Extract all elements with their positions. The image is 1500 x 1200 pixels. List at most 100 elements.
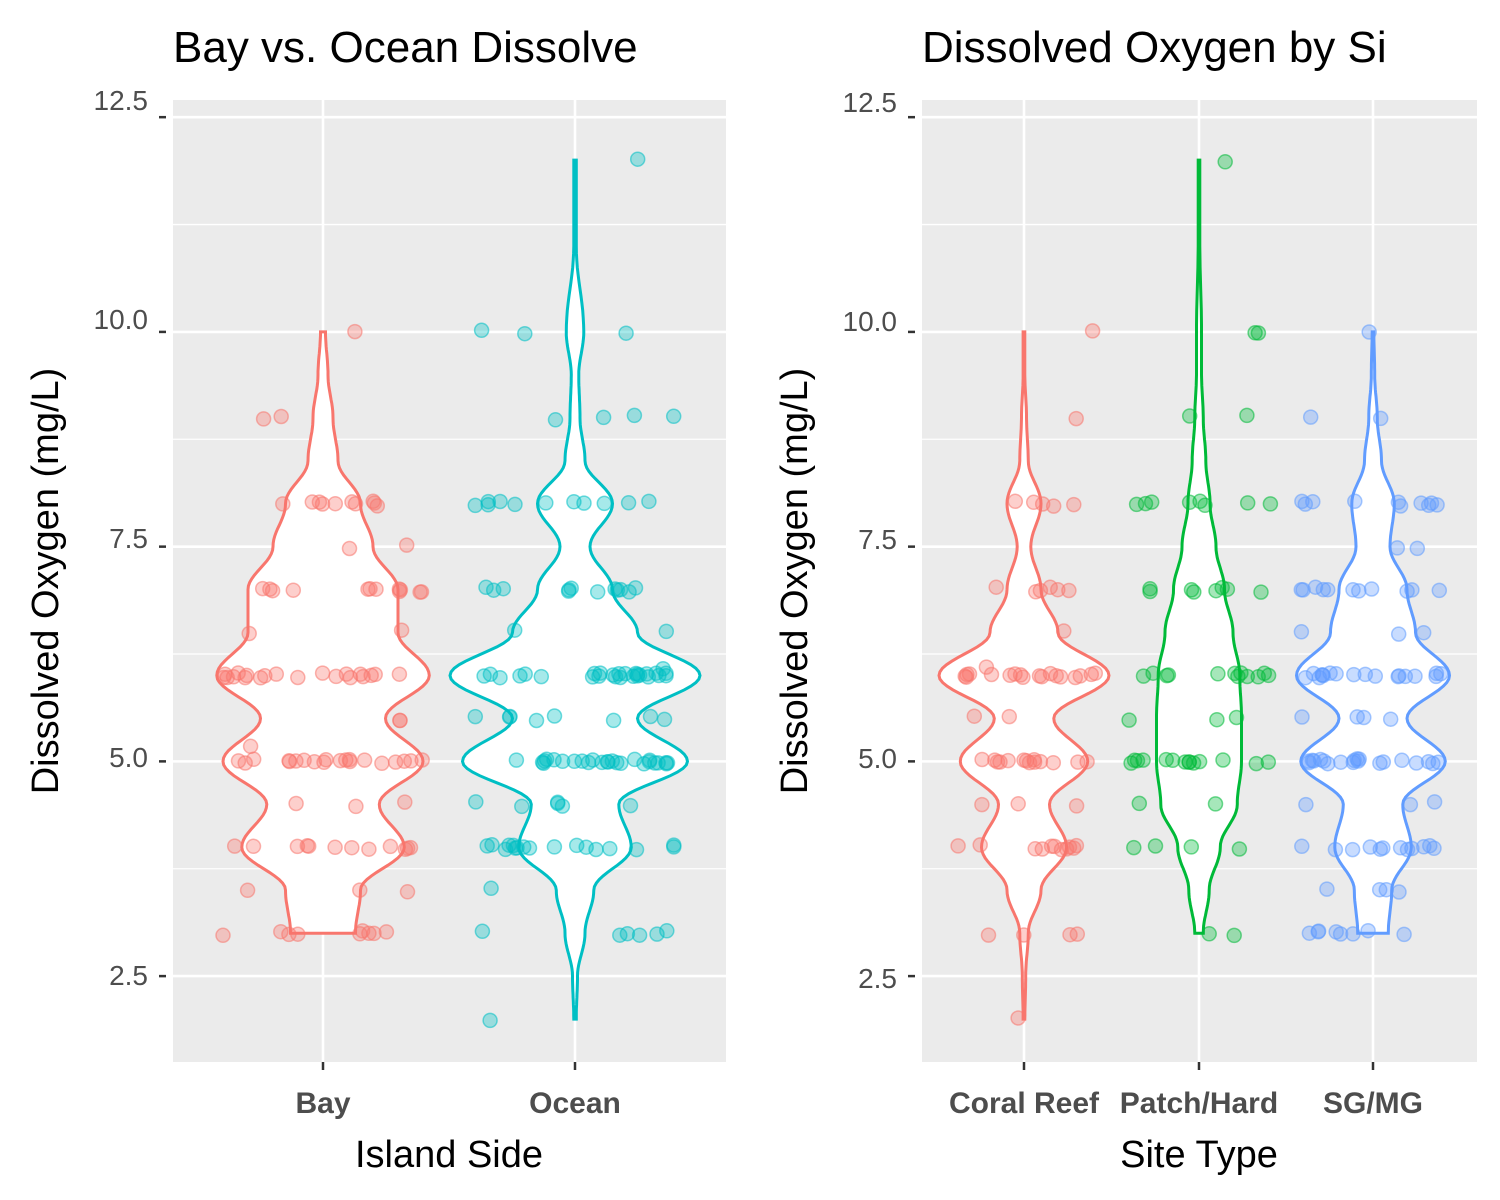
data-point	[1010, 1010, 1026, 1026]
data-point	[290, 926, 306, 942]
data-point	[972, 837, 988, 853]
data-point	[1345, 926, 1361, 942]
data-point	[665, 408, 682, 425]
data-point	[1404, 840, 1420, 857]
data-point	[1392, 840, 1409, 856]
data-point	[1230, 668, 1246, 685]
data-point	[656, 711, 673, 728]
data-point	[273, 408, 289, 425]
data-point	[1260, 754, 1277, 770]
data-point	[365, 493, 381, 510]
data-point	[391, 666, 408, 682]
data-point	[1158, 751, 1174, 768]
data-point	[1298, 796, 1314, 813]
data-point	[620, 495, 637, 511]
right-y-axis-title: Dissolved Oxygen (mg/L)	[774, 368, 816, 795]
data-point	[482, 1012, 498, 1029]
data-point	[1390, 668, 1406, 685]
data-point	[1067, 669, 1084, 686]
data-point	[1345, 582, 1361, 598]
data-point	[604, 753, 621, 769]
data-point	[1422, 837, 1438, 854]
data-point	[1402, 796, 1419, 813]
data-point	[612, 927, 628, 943]
data-point	[392, 582, 409, 598]
data-point	[1396, 926, 1412, 943]
data-point	[1378, 881, 1395, 898]
data-point	[1068, 410, 1084, 427]
data-point	[1360, 922, 1376, 939]
data-point	[314, 665, 331, 681]
data-point	[288, 795, 304, 812]
data-point	[1319, 581, 1336, 598]
data-point	[397, 794, 413, 810]
data-point	[468, 794, 484, 810]
data-point	[554, 798, 571, 814]
data-point	[342, 669, 359, 686]
data-point	[521, 840, 538, 856]
data-point	[1426, 794, 1443, 810]
data-point	[354, 923, 371, 939]
data-point	[482, 666, 499, 683]
data-point	[647, 755, 663, 771]
data-point	[1351, 583, 1367, 599]
left-x-tick-label-ocean: Ocean	[529, 1087, 621, 1120]
violin-sg-mg	[1294, 330, 1452, 935]
left-chart-title: Bay vs. Ocean Dissolve	[173, 23, 638, 72]
left-y-tick-label: 5.0	[109, 742, 148, 773]
data-point	[1408, 755, 1425, 771]
right-y-tick-label: 5.0	[858, 743, 897, 774]
data-point	[304, 494, 321, 510]
right-y-tick-label: 12.5	[843, 87, 898, 118]
data-point	[392, 712, 408, 729]
left-x-tick-label-bay: Bay	[295, 1087, 350, 1120]
data-point	[507, 496, 523, 513]
data-point	[356, 752, 373, 768]
data-point	[327, 495, 344, 512]
left-y-tick-label: 7.5	[109, 523, 148, 554]
data-point	[626, 407, 643, 424]
data-point	[1084, 323, 1101, 339]
data-point	[393, 622, 410, 638]
data-point	[230, 753, 247, 769]
data-point	[1404, 582, 1420, 598]
data-point	[1294, 709, 1310, 725]
data-point	[492, 669, 508, 686]
data-point	[517, 325, 533, 342]
data-point	[1210, 666, 1226, 682]
left-y-axis: 2.5 5.0 7.5 10.0 12.5	[94, 85, 166, 991]
right-x-tick-label-sg-mg: SG/MG	[1323, 1087, 1423, 1120]
data-point	[1394, 752, 1410, 769]
data-point	[589, 584, 606, 600]
data-point	[242, 738, 259, 755]
data-point	[1415, 624, 1432, 641]
data-point	[341, 540, 358, 557]
data-point	[626, 751, 643, 768]
data-point	[609, 582, 626, 598]
right-x-axis-title: Site Type	[1120, 1134, 1278, 1176]
right-chart-title: Dissolved Oxygen by Si	[922, 23, 1387, 72]
data-point	[1207, 796, 1224, 812]
data-point	[611, 666, 627, 682]
data-point	[1215, 752, 1231, 768]
data-point	[1239, 495, 1256, 511]
data-point	[602, 840, 618, 857]
data-point	[1375, 840, 1391, 856]
data-point	[1135, 668, 1152, 684]
data-point	[1160, 667, 1177, 683]
data-point	[1260, 667, 1277, 684]
data-point	[578, 839, 594, 855]
data-point	[361, 841, 377, 857]
data-point	[1389, 540, 1406, 556]
data-point	[1429, 497, 1445, 513]
right-x-tick-label-coral-reef: Coral Reef	[949, 1087, 1100, 1120]
data-point	[1061, 582, 1077, 599]
data-point	[225, 669, 242, 685]
left-points	[215, 151, 682, 1029]
data-point	[546, 839, 563, 855]
data-point	[1231, 841, 1248, 857]
data-point	[1121, 712, 1137, 728]
data-point	[1239, 407, 1255, 424]
data-point	[533, 668, 550, 685]
data-point	[1007, 666, 1023, 682]
